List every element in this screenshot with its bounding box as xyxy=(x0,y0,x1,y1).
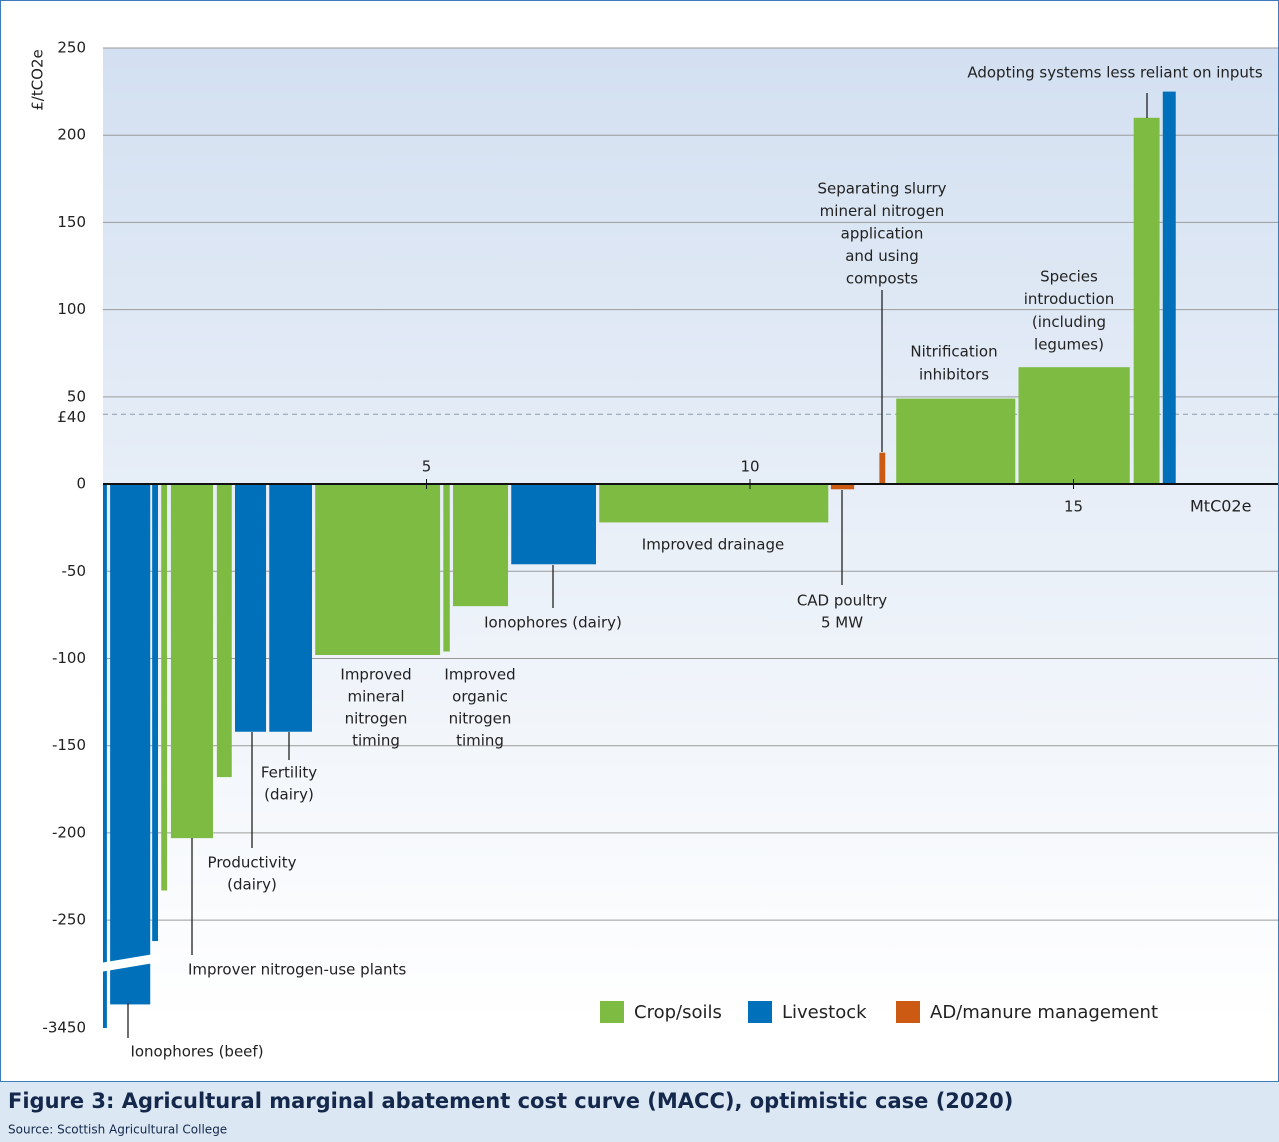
y-axis-label: £/tCO2e xyxy=(29,49,47,111)
annotation: and using xyxy=(845,247,919,265)
bar xyxy=(216,484,232,778)
annotation: composts xyxy=(846,270,918,288)
legend-swatch xyxy=(896,1001,920,1023)
annotation: (including xyxy=(1032,313,1106,331)
annotation: (dairy) xyxy=(264,786,314,804)
reference-label: £40 xyxy=(57,408,86,426)
bar xyxy=(103,484,107,1028)
annotation: 5 MW xyxy=(821,614,863,632)
y-tick-label: 100 xyxy=(57,300,86,318)
annotation: Productivity xyxy=(208,854,297,872)
annotation: organic xyxy=(452,688,508,706)
y-tick-label: -200 xyxy=(52,823,86,841)
legend-swatch xyxy=(600,1001,624,1023)
annotation: legumes) xyxy=(1034,336,1104,354)
y-tick-label: -3450 xyxy=(42,1019,86,1037)
annotation: Improved xyxy=(444,666,515,684)
bar xyxy=(152,484,158,942)
annotation: application xyxy=(841,225,924,243)
bar xyxy=(511,484,597,565)
annotation: introduction xyxy=(1024,290,1115,308)
annotation: Ionophores (beef) xyxy=(130,1043,263,1061)
bar xyxy=(453,484,509,607)
bar xyxy=(170,484,213,839)
y-tick-label: 150 xyxy=(57,213,86,231)
annotation: Improver nitrogen-use plants xyxy=(188,961,406,979)
y-tick-label: -50 xyxy=(62,562,87,580)
annotation: mineral nitrogen xyxy=(820,202,945,220)
y-tick-label: -250 xyxy=(52,911,86,929)
bar xyxy=(1162,91,1176,485)
footer xyxy=(0,1082,1279,1142)
y-tick-label: 200 xyxy=(57,126,86,144)
bar xyxy=(830,484,855,490)
legend-swatch xyxy=(748,1001,772,1023)
annotation: Improved drainage xyxy=(642,536,784,554)
bar xyxy=(161,484,168,891)
y-tick-label: -100 xyxy=(52,649,86,667)
annotation: Species xyxy=(1040,268,1098,286)
annotation: timing xyxy=(456,732,504,750)
axis-break xyxy=(100,953,160,972)
annotation: mineral xyxy=(347,688,404,706)
x-axis-label: MtC02e xyxy=(1190,497,1251,516)
annotation: Fertility xyxy=(261,764,317,782)
legend-label: Crop/soils xyxy=(634,1002,722,1023)
x-tick-label: 15 xyxy=(1064,498,1083,516)
annotation: Separating slurry xyxy=(817,180,946,198)
bar xyxy=(599,484,829,523)
bar xyxy=(234,484,267,732)
annotation: CAD poultry xyxy=(797,592,887,610)
annotation: inhibitors xyxy=(919,366,989,384)
legend-label: Livestock xyxy=(782,1002,867,1023)
bar xyxy=(110,484,151,1005)
x-tick-label: 5 xyxy=(422,458,432,476)
annotation: Nitrification xyxy=(910,343,997,361)
annotation: (dairy) xyxy=(227,876,277,894)
y-tick-label: 250 xyxy=(57,39,86,57)
annotation: Adopting systems less reliant on inputs xyxy=(967,64,1262,82)
source: Source: Scottish Agricultural College xyxy=(8,1123,227,1137)
annotation: nitrogen xyxy=(449,710,512,728)
annotation: nitrogen xyxy=(345,710,408,728)
bar xyxy=(1133,117,1160,485)
bar xyxy=(879,452,886,485)
bar xyxy=(896,398,1016,485)
annotation: timing xyxy=(352,732,400,750)
chart-title: Figure 3: Agricultural marginal abatemen… xyxy=(8,1089,1013,1113)
bar xyxy=(443,484,450,652)
y-tick-label: 50 xyxy=(67,387,86,405)
bar xyxy=(269,484,312,732)
y-tick-label: -150 xyxy=(52,736,86,754)
x-tick-label: 10 xyxy=(740,458,759,476)
y-tick-label: 0 xyxy=(76,475,86,493)
annotation: Ionophores (dairy) xyxy=(484,614,622,632)
bar xyxy=(315,484,441,655)
annotation: Improved xyxy=(340,666,411,684)
bar xyxy=(1018,367,1130,485)
legend-label: AD/manure management xyxy=(930,1002,1158,1023)
